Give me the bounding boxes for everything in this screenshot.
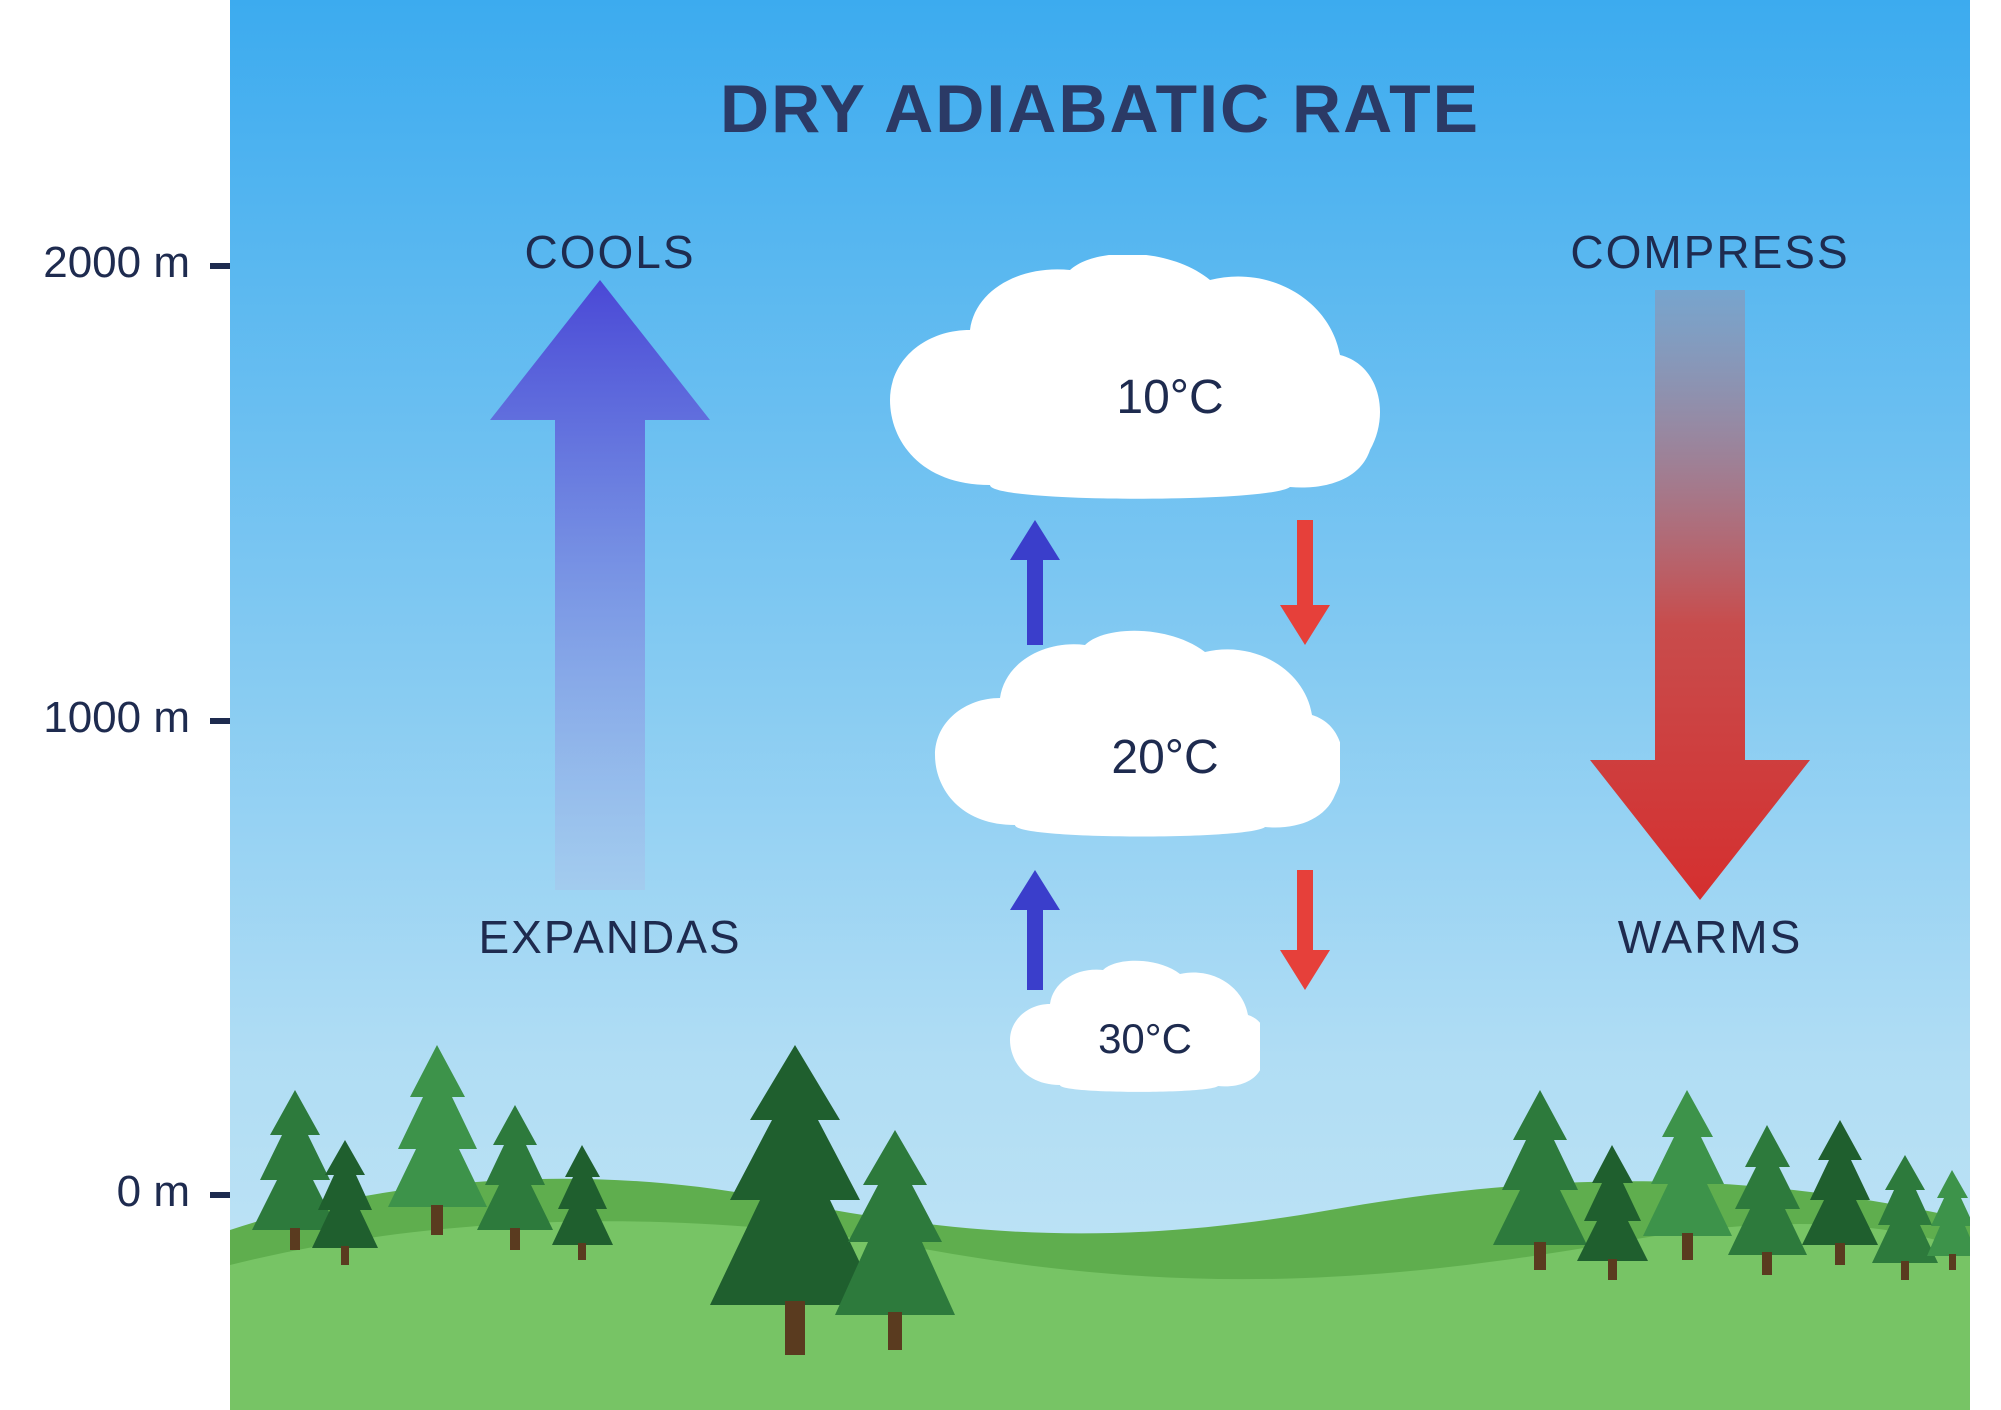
tree-icon [1640,1090,1735,1260]
small-down-arrow-1-icon [1280,520,1330,645]
diagram-panel: DRY ADIABATIC RATE COOLS EXPANDAS COMPRE… [230,0,1970,1410]
axis-label-0: 0 m [0,1167,190,1217]
tree-icon [1800,1120,1880,1265]
tree-icon [1925,1170,1970,1270]
tree-icon [310,1140,380,1265]
diagram-title: DRY ADIABATIC RATE [230,70,1970,148]
small-up-arrow-1-icon [1010,520,1060,645]
expands-label: EXPANDAS [420,910,800,964]
cools-label: COOLS [460,225,760,279]
small-down-arrow-2-icon [1280,870,1330,990]
tree-icon [1575,1145,1650,1280]
cloud-temp-10: 10°C [1070,370,1270,425]
warms-arrow-icon [1590,290,1810,900]
tree-icon [1725,1125,1810,1275]
cools-arrow-icon [490,280,710,890]
cloud-temp-20: 20°C [1065,730,1265,785]
compress-label: COMPRESS [1510,225,1910,279]
warms-label: WARMS [1550,910,1870,964]
axis-label-2000: 2000 m [0,238,190,288]
axis-label-1000: 1000 m [0,693,190,743]
tree-icon [475,1105,555,1250]
tree-icon [830,1130,960,1350]
tree-icon [550,1145,615,1260]
cloud-temp-30: 30°C [1045,1015,1245,1063]
